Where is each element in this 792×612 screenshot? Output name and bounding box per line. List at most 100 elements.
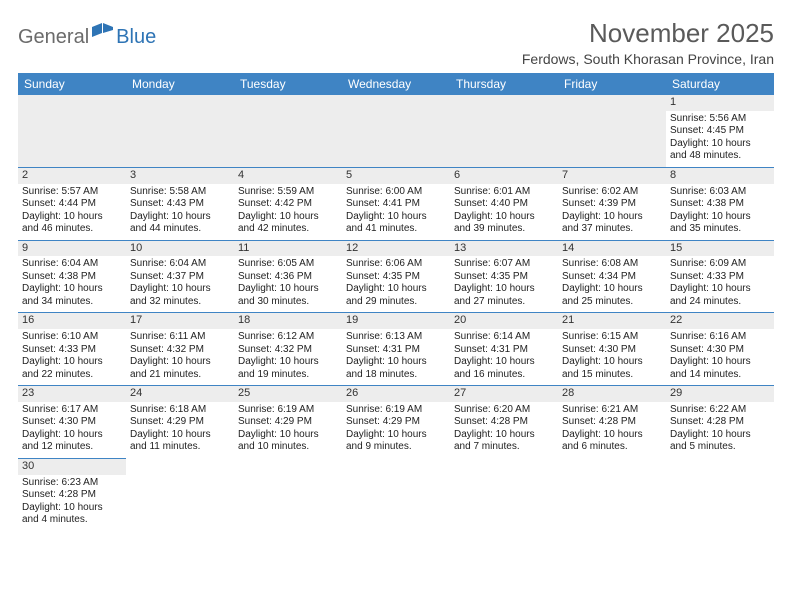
calendar-cell: 22Sunrise: 6:16 AMSunset: 4:30 PMDayligh… [666, 313, 774, 386]
day-number: 12 [342, 241, 450, 257]
daylight-text: Daylight: 10 hours and 21 minutes. [130, 356, 230, 381]
calendar-cell: 25Sunrise: 6:19 AMSunset: 4:29 PMDayligh… [234, 386, 342, 459]
sunset-text: Sunset: 4:33 PM [670, 271, 770, 284]
brand-part1: General [18, 26, 89, 49]
sunrise-text: Sunrise: 6:01 AM [454, 186, 554, 199]
daylight-text: Daylight: 10 hours and 14 minutes. [670, 356, 770, 381]
calendar-cell: 2Sunrise: 5:57 AMSunset: 4:44 PMDaylight… [18, 167, 126, 240]
daylight-text: Daylight: 10 hours and 15 minutes. [562, 356, 662, 381]
day-number: 14 [558, 241, 666, 257]
sunset-text: Sunset: 4:45 PM [670, 125, 770, 138]
day-info: Sunrise: 5:59 AMSunset: 4:42 PMDaylight:… [238, 186, 338, 236]
daylight-text: Daylight: 10 hours and 41 minutes. [346, 211, 446, 236]
sunset-text: Sunset: 4:37 PM [130, 271, 230, 284]
day-info: Sunrise: 6:05 AMSunset: 4:36 PMDaylight:… [238, 258, 338, 308]
weekday-header: Monday [126, 73, 234, 95]
day-info: Sunrise: 5:58 AMSunset: 4:43 PMDaylight:… [130, 186, 230, 236]
calendar-cell: 28Sunrise: 6:21 AMSunset: 4:28 PMDayligh… [558, 386, 666, 459]
sunset-text: Sunset: 4:31 PM [346, 344, 446, 357]
sunrise-text: Sunrise: 5:59 AM [238, 186, 338, 199]
sunrise-text: Sunrise: 6:02 AM [562, 186, 662, 199]
day-info: Sunrise: 5:56 AMSunset: 4:45 PMDaylight:… [670, 113, 770, 163]
day-number: 2 [18, 168, 126, 184]
sunset-text: Sunset: 4:44 PM [22, 198, 122, 211]
brand-logo: General Blue [18, 18, 156, 49]
sunset-text: Sunset: 4:38 PM [22, 271, 122, 284]
sunset-text: Sunset: 4:31 PM [454, 344, 554, 357]
sunrise-text: Sunrise: 6:22 AM [670, 404, 770, 417]
day-number: 18 [234, 313, 342, 329]
calendar-cell: 13Sunrise: 6:07 AMSunset: 4:35 PMDayligh… [450, 240, 558, 313]
daylight-text: Daylight: 10 hours and 34 minutes. [22, 283, 122, 308]
daylight-text: Daylight: 10 hours and 48 minutes. [670, 138, 770, 163]
day-number: 27 [450, 386, 558, 402]
day-number: 23 [18, 386, 126, 402]
calendar-cell: 15Sunrise: 6:09 AMSunset: 4:33 PMDayligh… [666, 240, 774, 313]
sunset-text: Sunset: 4:28 PM [670, 416, 770, 429]
daylight-text: Daylight: 10 hours and 9 minutes. [346, 429, 446, 454]
daylight-text: Daylight: 10 hours and 12 minutes. [22, 429, 122, 454]
sunrise-text: Sunrise: 6:11 AM [130, 331, 230, 344]
day-info: Sunrise: 6:10 AMSunset: 4:33 PMDaylight:… [22, 331, 122, 381]
calendar-head: SundayMondayTuesdayWednesdayThursdayFrid… [18, 73, 774, 95]
sunset-text: Sunset: 4:36 PM [238, 271, 338, 284]
sunset-text: Sunset: 4:43 PM [130, 198, 230, 211]
calendar-cell: 21Sunrise: 6:15 AMSunset: 4:30 PMDayligh… [558, 313, 666, 386]
sunrise-text: Sunrise: 6:04 AM [22, 258, 122, 271]
daylight-text: Daylight: 10 hours and 37 minutes. [562, 211, 662, 236]
sunrise-text: Sunrise: 6:20 AM [454, 404, 554, 417]
sunset-text: Sunset: 4:29 PM [130, 416, 230, 429]
daylight-text: Daylight: 10 hours and 16 minutes. [454, 356, 554, 381]
calendar-cell [666, 458, 774, 530]
sunrise-text: Sunrise: 6:23 AM [22, 477, 122, 490]
sunset-text: Sunset: 4:35 PM [454, 271, 554, 284]
calendar-cell: 8Sunrise: 6:03 AMSunset: 4:38 PMDaylight… [666, 167, 774, 240]
calendar-cell [558, 95, 666, 167]
day-info: Sunrise: 6:04 AMSunset: 4:37 PMDaylight:… [130, 258, 230, 308]
calendar-table: SundayMondayTuesdayWednesdayThursdayFrid… [18, 73, 774, 531]
day-info: Sunrise: 6:00 AMSunset: 4:41 PMDaylight:… [346, 186, 446, 236]
daylight-text: Daylight: 10 hours and 4 minutes. [22, 502, 122, 527]
sunset-text: Sunset: 4:40 PM [454, 198, 554, 211]
calendar-cell [342, 95, 450, 167]
calendar-cell [126, 458, 234, 530]
sunrise-text: Sunrise: 6:03 AM [670, 186, 770, 199]
sunset-text: Sunset: 4:29 PM [346, 416, 446, 429]
day-info: Sunrise: 6:02 AMSunset: 4:39 PMDaylight:… [562, 186, 662, 236]
sunrise-text: Sunrise: 6:04 AM [130, 258, 230, 271]
day-info: Sunrise: 6:17 AMSunset: 4:30 PMDaylight:… [22, 404, 122, 454]
calendar-cell: 7 Sunrise: 6:02 AMSunset: 4:39 PMDaylight… [558, 167, 666, 240]
weekday-header: Sunday [18, 73, 126, 95]
calendar-row: 16Sunrise: 6:10 AMSunset: 4:33 PMDayligh… [18, 313, 774, 386]
sunrise-text: Sunrise: 6:15 AM [562, 331, 662, 344]
day-number: 9 [18, 241, 126, 257]
day-info: Sunrise: 6:12 AMSunset: 4:32 PMDaylight:… [238, 331, 338, 381]
sunset-text: Sunset: 4:28 PM [454, 416, 554, 429]
calendar-page: General Blue November 2025 Ferdows, Sout… [0, 0, 792, 531]
calendar-cell: 14Sunrise: 6:08 AMSunset: 4:34 PMDayligh… [558, 240, 666, 313]
sunrise-text: Sunrise: 6:13 AM [346, 331, 446, 344]
calendar-cell: 12Sunrise: 6:06 AMSunset: 4:35 PMDayligh… [342, 240, 450, 313]
calendar-cell: 1Sunrise: 5:56 AMSunset: 4:45 PMDaylight… [666, 95, 774, 167]
sunset-text: Sunset: 4:32 PM [130, 344, 230, 357]
sunset-text: Sunset: 4:39 PM [562, 198, 662, 211]
sunset-text: Sunset: 4:29 PM [238, 416, 338, 429]
sunrise-text: Sunrise: 6:12 AM [238, 331, 338, 344]
day-info: Sunrise: 6:08 AMSunset: 4:34 PMDaylight:… [562, 258, 662, 308]
day-number: 10 [126, 241, 234, 257]
sunrise-text: Sunrise: 6:07 AM [454, 258, 554, 271]
daylight-text: Daylight: 10 hours and 46 minutes. [22, 211, 122, 236]
brand-part2: Blue [116, 26, 156, 49]
weekday-header: Thursday [450, 73, 558, 95]
calendar-cell: 16Sunrise: 6:10 AMSunset: 4:33 PMDayligh… [18, 313, 126, 386]
day-number: 13 [450, 241, 558, 257]
day-info: Sunrise: 6:06 AMSunset: 4:35 PMDaylight:… [346, 258, 446, 308]
day-number: 7 [558, 168, 666, 184]
calendar-cell: 30Sunrise: 6:23 AMSunset: 4:28 PMDayligh… [18, 458, 126, 530]
sunrise-text: Sunrise: 6:19 AM [346, 404, 446, 417]
day-number: 6 [450, 168, 558, 184]
calendar-cell: 17Sunrise: 6:11 AMSunset: 4:32 PMDayligh… [126, 313, 234, 386]
day-info: Sunrise: 6:13 AMSunset: 4:31 PMDaylight:… [346, 331, 446, 381]
sunrise-text: Sunrise: 5:58 AM [130, 186, 230, 199]
calendar-cell [450, 458, 558, 530]
